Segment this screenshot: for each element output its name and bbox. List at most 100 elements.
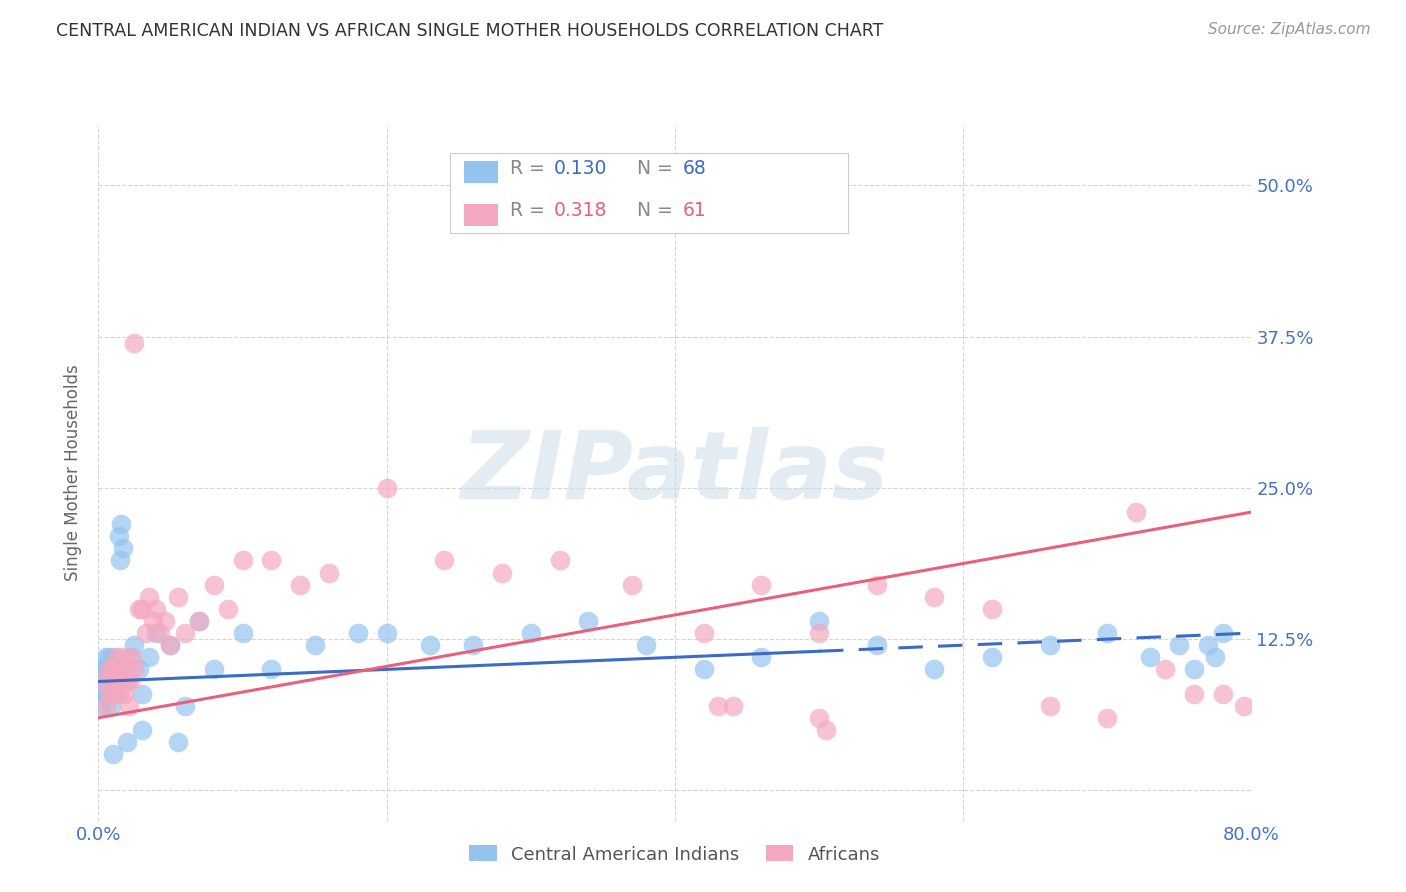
Point xyxy=(124,662,146,676)
Point xyxy=(548,553,571,567)
Point xyxy=(188,614,211,628)
Point xyxy=(101,747,124,761)
Point xyxy=(807,711,830,725)
Point xyxy=(159,638,181,652)
Point xyxy=(101,662,124,676)
Point xyxy=(131,602,153,616)
Point xyxy=(93,662,115,676)
Point xyxy=(807,626,830,640)
Point xyxy=(107,687,129,701)
Point xyxy=(693,626,716,640)
Point xyxy=(138,650,160,665)
Point xyxy=(100,698,122,713)
Point xyxy=(578,614,600,628)
Point xyxy=(419,638,441,652)
Point xyxy=(174,698,197,713)
Point xyxy=(98,687,121,701)
Text: 0.130: 0.130 xyxy=(554,159,607,178)
Point xyxy=(105,674,128,689)
Point xyxy=(145,626,167,640)
Text: 61: 61 xyxy=(683,202,707,220)
Point xyxy=(100,674,122,689)
Text: R =: R = xyxy=(510,159,551,178)
Point xyxy=(922,662,945,676)
Point xyxy=(149,626,172,640)
Point xyxy=(260,553,283,567)
Point xyxy=(96,687,118,701)
Point xyxy=(981,650,1004,665)
Point xyxy=(89,674,111,689)
Point xyxy=(751,650,773,665)
Point xyxy=(636,638,658,652)
Point xyxy=(751,577,773,591)
Text: R =: R = xyxy=(510,202,551,220)
Point xyxy=(103,674,125,689)
Point xyxy=(97,674,120,689)
Point xyxy=(131,687,153,701)
Point xyxy=(166,590,188,604)
Text: N =: N = xyxy=(637,202,679,220)
Point xyxy=(1097,711,1119,725)
Text: ZIPatlas: ZIPatlas xyxy=(461,426,889,519)
Text: 0.318: 0.318 xyxy=(554,202,607,220)
Point xyxy=(90,698,112,713)
Point xyxy=(1212,626,1234,640)
Point xyxy=(120,650,142,665)
Point xyxy=(693,662,716,676)
Point xyxy=(866,638,889,652)
Point xyxy=(98,687,121,701)
Point xyxy=(290,577,312,591)
Text: CENTRAL AMERICAN INDIAN VS AFRICAN SINGLE MOTHER HOUSEHOLDS CORRELATION CHART: CENTRAL AMERICAN INDIAN VS AFRICAN SINGL… xyxy=(56,22,883,40)
Point xyxy=(375,626,398,640)
Point xyxy=(105,650,128,665)
Point xyxy=(91,674,114,689)
Point xyxy=(433,553,456,567)
Point xyxy=(202,662,225,676)
Point xyxy=(231,553,254,567)
Point xyxy=(107,529,129,543)
Point xyxy=(375,481,398,495)
Point xyxy=(138,590,160,604)
Point xyxy=(112,662,135,676)
Point xyxy=(202,577,225,591)
Point xyxy=(866,577,889,591)
Point xyxy=(91,687,114,701)
Point xyxy=(981,602,1004,616)
Point xyxy=(174,626,197,640)
Point xyxy=(231,626,254,640)
Point xyxy=(260,662,283,676)
Point xyxy=(145,602,167,616)
Point xyxy=(1139,650,1161,665)
Point xyxy=(1097,626,1119,640)
Point xyxy=(124,638,146,652)
Point xyxy=(94,650,117,665)
Point xyxy=(90,662,112,676)
Point xyxy=(110,674,132,689)
Point xyxy=(128,602,150,616)
Point xyxy=(807,614,830,628)
Point xyxy=(135,626,157,640)
Point xyxy=(112,687,135,701)
Point xyxy=(1153,662,1175,676)
Point xyxy=(103,687,125,701)
Point xyxy=(114,662,136,676)
Point xyxy=(1204,650,1226,665)
Point xyxy=(461,638,484,652)
Point xyxy=(1212,687,1234,701)
Point xyxy=(96,662,118,676)
Point xyxy=(1233,698,1256,713)
Point xyxy=(721,698,744,713)
Point xyxy=(117,735,139,749)
Point xyxy=(97,650,120,665)
Y-axis label: Single Mother Households: Single Mother Households xyxy=(65,365,83,581)
Point xyxy=(100,674,122,689)
Point xyxy=(94,674,117,689)
Point xyxy=(922,590,945,604)
Point xyxy=(98,662,121,676)
Point xyxy=(111,541,134,556)
FancyBboxPatch shape xyxy=(464,161,499,184)
Point xyxy=(104,687,127,701)
Point xyxy=(1038,698,1062,713)
Point xyxy=(142,614,165,628)
Point xyxy=(108,553,131,567)
